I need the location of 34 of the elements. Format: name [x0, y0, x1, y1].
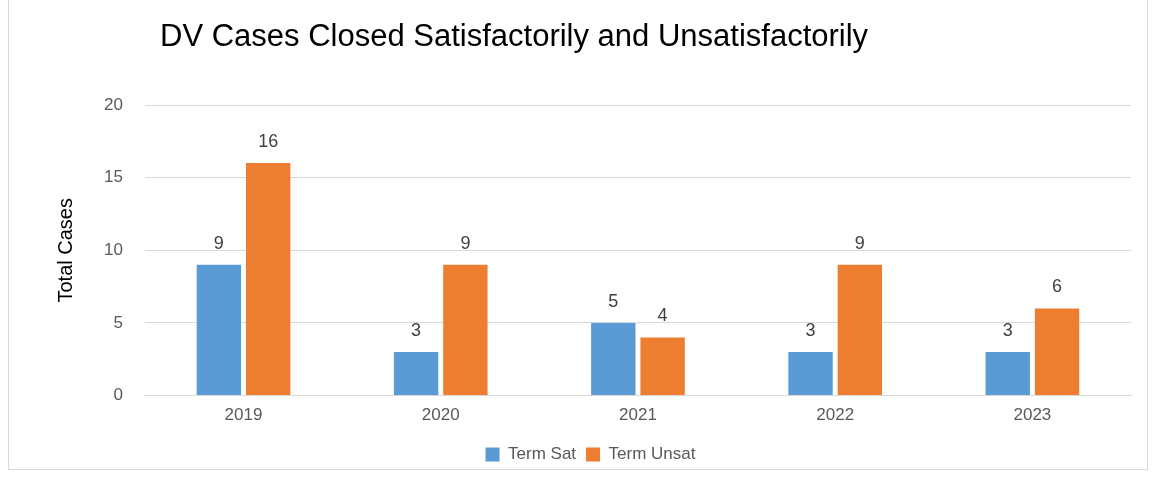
- x-tick-label: 2019: [224, 405, 263, 425]
- y-tick-label: 5: [113, 312, 123, 332]
- data-label: 9: [854, 232, 865, 253]
- data-label: 3: [1002, 319, 1013, 340]
- y-tick-label: 10: [103, 239, 123, 259]
- data-label: 9: [460, 232, 471, 253]
- bar: [196, 264, 242, 396]
- data-label: 3: [805, 319, 816, 340]
- data-label: 3: [411, 319, 422, 340]
- y-tick-label: 15: [103, 167, 123, 187]
- y-tick-label: 20: [103, 94, 123, 114]
- bar: [591, 322, 636, 396]
- data-label: 4: [657, 305, 668, 326]
- chart-title: DV Cases Closed Satisfactorily and Unsatisfactorily: [160, 18, 869, 54]
- bar: [837, 264, 883, 396]
- data-label: 6: [1052, 276, 1063, 297]
- data-label: 16: [258, 131, 279, 152]
- bar: [393, 352, 439, 396]
- bar: [1034, 308, 1080, 396]
- x-tick-label: 2022: [816, 405, 855, 425]
- bar: [788, 352, 833, 396]
- x-tick-label: 2023: [1013, 405, 1052, 425]
- data-label: 5: [608, 290, 619, 311]
- bar: [640, 337, 685, 396]
- bar: [245, 163, 291, 396]
- legend-label: Term Unsat: [608, 444, 696, 464]
- y-axis-title: Total Cases: [53, 198, 76, 303]
- data-label: 9: [213, 232, 224, 253]
- bar: [985, 352, 1030, 396]
- x-tick-label: 2020: [421, 405, 460, 425]
- x-tick-label: 2021: [619, 405, 657, 425]
- bar: [443, 264, 488, 396]
- legend-label: Term Sat: [508, 444, 577, 464]
- y-tick-label: 0: [113, 385, 123, 405]
